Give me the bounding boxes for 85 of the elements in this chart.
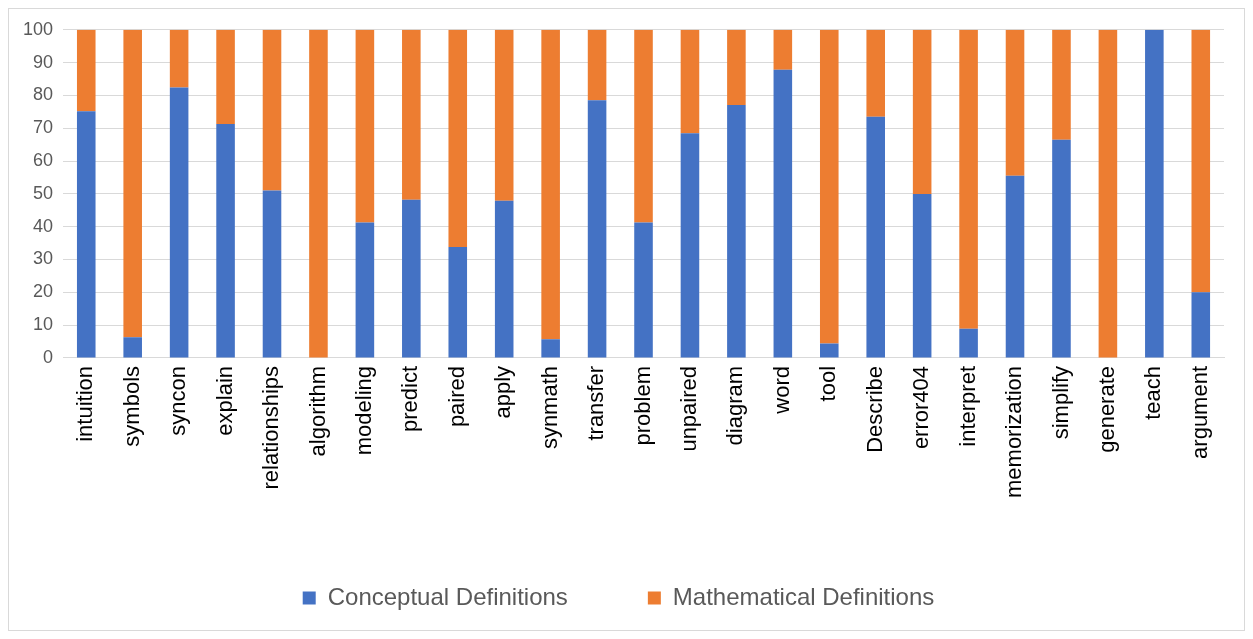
x-tick-label: problem [629, 365, 655, 446]
bar [76, 29, 96, 112]
x-tick-label: interpret [954, 365, 980, 447]
x-tick-label: tool [815, 365, 841, 402]
bar [866, 116, 885, 358]
x-tick-label: intuition [72, 365, 98, 442]
x-tick-label: unpaired [676, 365, 702, 452]
x-tick-label: symbols [118, 365, 144, 447]
bar [819, 29, 839, 344]
y-tick-label: 90 [33, 51, 54, 72]
bar [680, 133, 700, 358]
x-tick-label: apply [490, 365, 516, 419]
bar [680, 29, 700, 134]
x-tick-label: generate [1093, 365, 1119, 453]
bar [727, 29, 746, 105]
x-tick-label: synmath [536, 365, 562, 450]
bar [123, 337, 142, 358]
bar [494, 29, 514, 201]
bar [587, 29, 607, 101]
bar [216, 29, 235, 124]
bar [1005, 175, 1025, 358]
x-tick-label: relationships [258, 365, 284, 490]
bar [866, 29, 885, 117]
bar [819, 343, 839, 358]
bar [355, 222, 375, 358]
bar [541, 29, 560, 340]
x-tick-label: argument [1186, 365, 1212, 459]
y-tick-label: 30 [33, 248, 54, 269]
legend-label: Conceptual Definitions [327, 582, 568, 610]
x-tick-label: explain [211, 365, 237, 436]
bar [123, 29, 142, 338]
x-tick-label: diagram [722, 365, 748, 446]
y-tick-label: 100 [22, 18, 54, 39]
bar [216, 123, 235, 358]
bar [1191, 29, 1211, 293]
bar [912, 29, 932, 194]
bar [634, 29, 653, 223]
y-tick-label: 80 [33, 84, 54, 105]
x-tick-label: word [768, 365, 794, 415]
x-tick-label: Describe [861, 365, 887, 453]
y-tick-label: 10 [33, 314, 54, 335]
bar [402, 29, 421, 200]
bar [169, 87, 189, 358]
bar [448, 247, 468, 358]
y-tick-label: 50 [33, 182, 54, 203]
bar [1098, 29, 1118, 358]
bar [1191, 292, 1211, 358]
bar [727, 104, 746, 358]
x-tick-label: error404 [908, 365, 934, 450]
bar [402, 199, 421, 358]
bar [1052, 139, 1071, 358]
x-tick-label: syncon [165, 365, 191, 436]
legend-label: Mathematical Definitions [672, 582, 935, 610]
x-tick-label: predict [397, 365, 423, 432]
x-tick-label: memorization [1001, 365, 1027, 498]
bar [309, 29, 328, 358]
y-tick-label: 0 [43, 346, 54, 367]
bar [262, 190, 282, 358]
y-tick-label: 60 [33, 150, 54, 171]
bar [355, 29, 375, 223]
y-tick-label: 20 [33, 281, 54, 302]
x-tick-label: algorithm [304, 365, 330, 457]
x-tick-label: simplify [1047, 365, 1073, 440]
bar [1145, 29, 1164, 358]
bar [773, 69, 793, 358]
bar [773, 29, 793, 70]
bar [494, 200, 514, 358]
bar [587, 100, 607, 358]
bar [1052, 29, 1071, 140]
bar [262, 29, 282, 191]
bar [959, 29, 978, 329]
x-tick-label: paired [443, 365, 469, 428]
bar [1005, 29, 1025, 176]
bar [912, 193, 932, 358]
bar [634, 222, 653, 358]
y-tick-label: 40 [33, 215, 54, 236]
x-tick-label: teach [1140, 365, 1166, 420]
y-tick-label: 70 [33, 117, 54, 138]
bar [959, 328, 978, 358]
x-tick-label: transfer [583, 365, 609, 441]
bar [76, 111, 96, 358]
x-tick-label: modeling [350, 365, 376, 456]
bar [448, 29, 468, 248]
bar [541, 339, 560, 358]
bar [169, 29, 189, 88]
